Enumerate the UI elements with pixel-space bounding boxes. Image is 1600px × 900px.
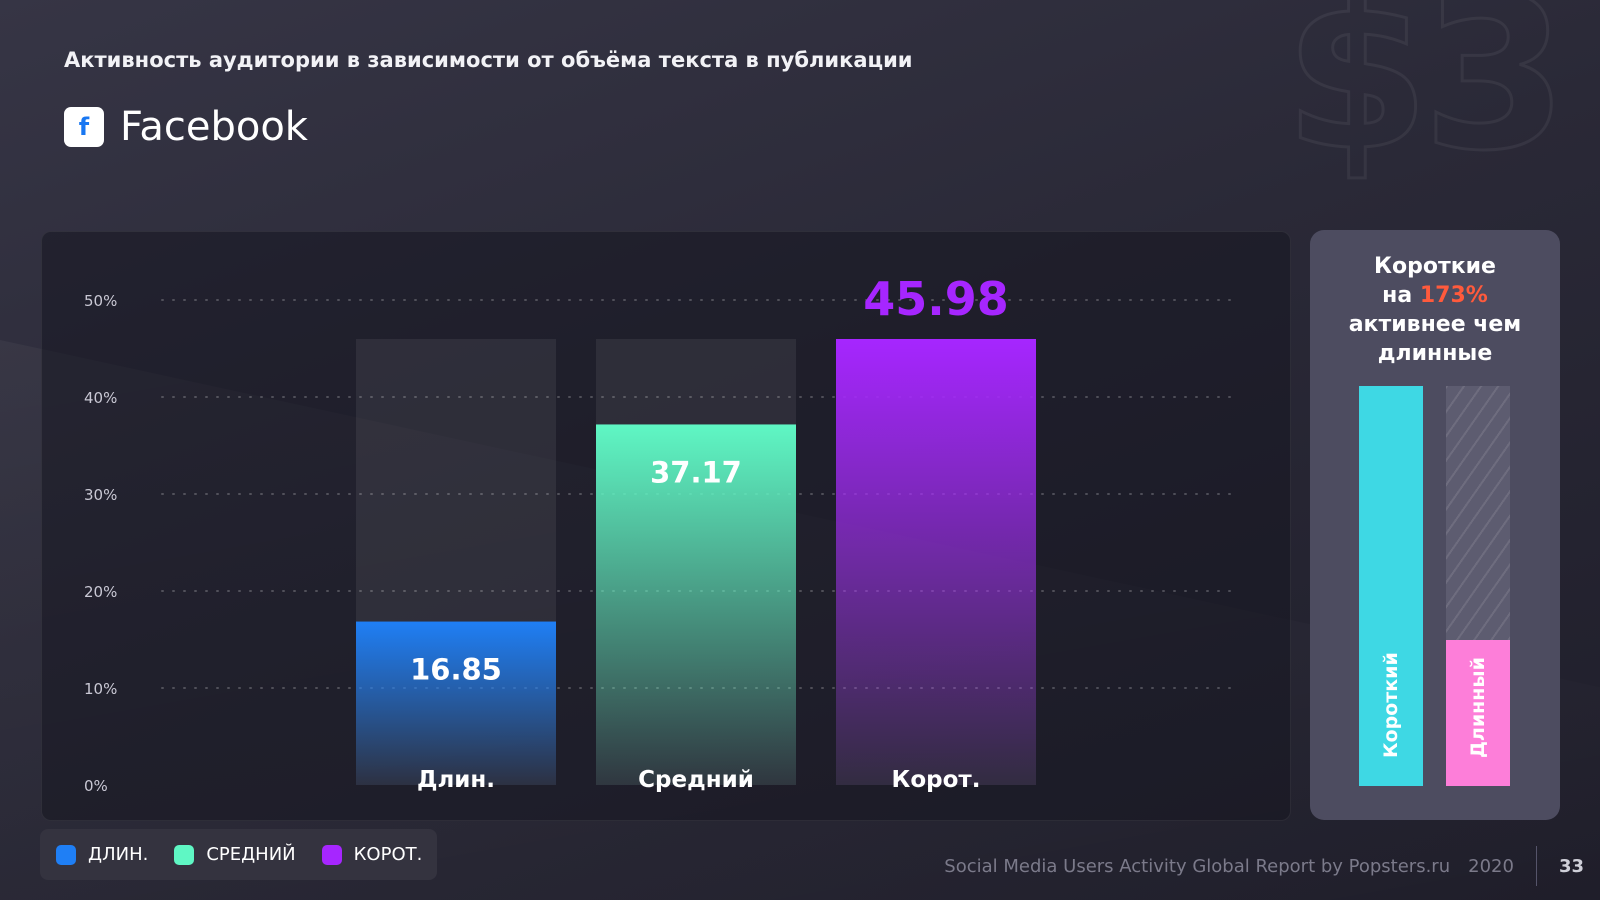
footer-divider bbox=[1535, 846, 1537, 886]
category-label-1: Средний bbox=[638, 767, 754, 793]
comparison-heading-line3: активнее чем bbox=[1348, 312, 1522, 337]
legend-label-long: ДЛИН. bbox=[88, 844, 149, 865]
bar-chart: 0% 10% 20% 30% 40% 50% 16.85 Длин. 37.17 Средний 4… bbox=[84, 272, 1238, 795]
chart-panel: 0% 10% 20% 30% 40% 50% 16.85 Длин. 37.17 Средний 4… bbox=[41, 231, 1291, 821]
footer: Social Media Users Activity Global Repor… bbox=[944, 846, 1584, 886]
y-tick-label: 20% bbox=[84, 583, 117, 601]
bar-value-label-0: 16.85 bbox=[410, 653, 502, 687]
legend-item-medium: СРЕДНИЙ bbox=[174, 844, 296, 865]
footer-report-title: Social Media Users Activity Global Repor… bbox=[944, 855, 1451, 877]
comparison-bar-long: Длинный bbox=[1446, 639, 1510, 786]
legend-label-medium: СРЕДНИЙ bbox=[206, 844, 296, 865]
legend-item-long: ДЛИН. bbox=[56, 844, 148, 865]
bar-0 bbox=[356, 621, 556, 785]
comparison-bar-short-label: Короткий bbox=[1380, 652, 1402, 758]
facebook-icon: f bbox=[64, 107, 104, 147]
comparison-bar-long-label: Длинный bbox=[1467, 657, 1489, 758]
y-tick-label: 40% bbox=[84, 389, 117, 407]
legend-swatch-medium bbox=[174, 844, 195, 865]
comparison-panel: Короткие на 173% активнее чем длинные Ко… bbox=[1310, 230, 1560, 820]
y-tick-label: 50% bbox=[84, 292, 117, 310]
page-number-watermark: $3 bbox=[1282, 0, 1569, 197]
legend-swatch-short bbox=[321, 844, 342, 865]
slide-subtitle: Активность аудитории в зависимости от об… bbox=[64, 48, 913, 72]
legend-label-short: КОРОТ. bbox=[353, 844, 423, 865]
y-tick-label: 0% bbox=[84, 777, 108, 795]
brand-name: Facebook bbox=[120, 104, 308, 150]
brand-header: f Facebook bbox=[64, 104, 308, 150]
footer-page-number: 33 bbox=[1558, 855, 1584, 877]
y-tick-label: 10% bbox=[84, 680, 117, 698]
category-label-2: Корот. bbox=[892, 767, 981, 793]
legend-item-short: КОРОТ. bbox=[321, 844, 423, 865]
comparison-heading-pre: на bbox=[1382, 283, 1420, 308]
chart-legend: ДЛИН. СРЕДНИЙ КОРОТ. bbox=[40, 829, 437, 880]
comparison-heading: Короткие на 173% активнее чем длинные bbox=[1310, 252, 1560, 368]
comparison-heading-line2: на 173% bbox=[1310, 281, 1560, 310]
category-label-0: Длин. bbox=[417, 767, 495, 793]
bar-value-label-2: 45.98 bbox=[863, 272, 1009, 326]
comparison-heading-line1: Короткие bbox=[1374, 254, 1496, 279]
legend-swatch-long bbox=[56, 844, 76, 865]
footer-year: 2020 bbox=[1468, 855, 1514, 877]
comparison-bar-short: Короткий bbox=[1359, 386, 1423, 786]
bar-1 bbox=[596, 424, 796, 785]
y-tick-label: 30% bbox=[84, 486, 117, 504]
bar-value-label-1: 37.17 bbox=[650, 455, 742, 489]
bar-2 bbox=[836, 338, 1036, 785]
comparison-heading-line4: длинные bbox=[1377, 341, 1493, 366]
comparison-highlight: 173% bbox=[1419, 283, 1488, 308]
